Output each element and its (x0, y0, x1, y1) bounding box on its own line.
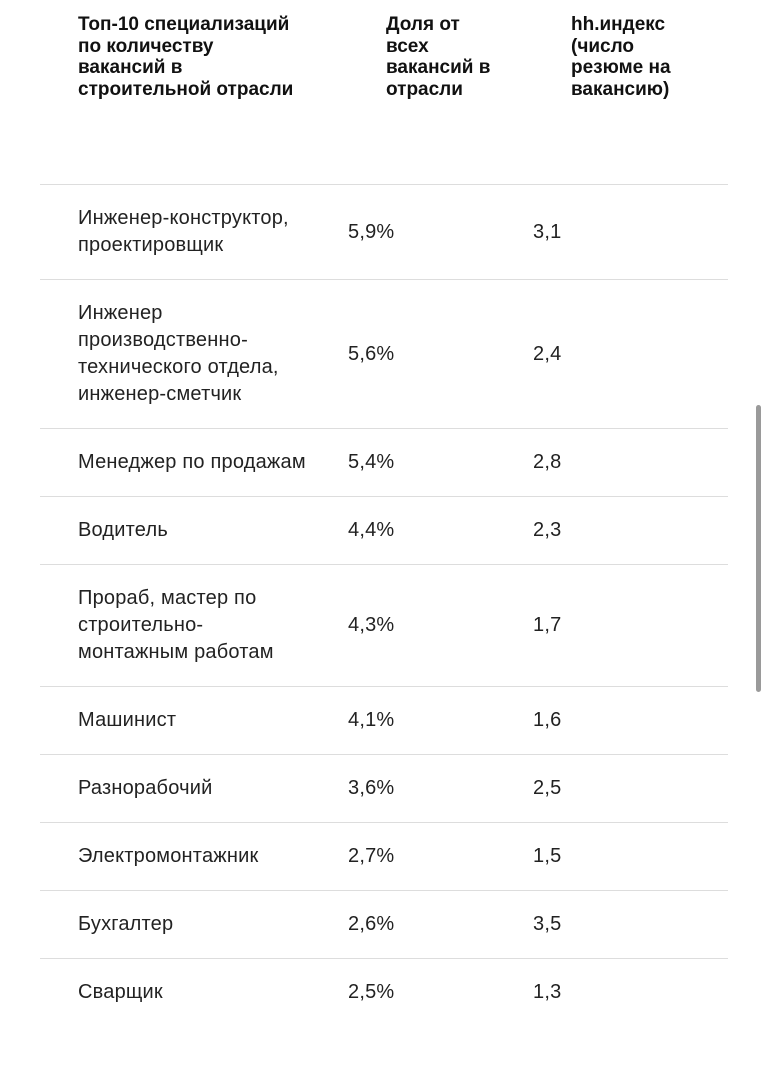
table-row: Разнорабочий 3,6% 2,5 (40, 755, 728, 823)
table-row: Машинист 4,1% 1,6 (40, 687, 728, 755)
table-row: Менеджер по продажам 5,4% 2,8 (40, 429, 728, 497)
header-cell: Доля от всех вакансий в отрасли (386, 14, 491, 100)
header-cell: Топ-10 специализаций по количеству вакан… (78, 14, 294, 100)
table-cell: Сварщик (78, 981, 163, 1003)
scrollbar[interactable] (756, 405, 761, 692)
table-row: Бухгалтер 2,6% 3,5 (40, 891, 728, 959)
table-cell: 1,5 (533, 845, 562, 867)
table-cell: Электромонтажник (78, 845, 259, 867)
table-cell: 4,3% (348, 614, 395, 636)
table-cell: 1,3 (533, 981, 562, 1003)
table-body: Инженер-конструктор, проектировщик 5,9% 3,… (40, 184, 728, 1026)
table-row: Прораб, мастер по строительно-монтажным … (40, 565, 728, 687)
table-row: Инженер производственно-технического отд… (40, 280, 728, 429)
table-row: Водитель 4,4% 2,3 (40, 497, 728, 565)
table-cell: Прораб, мастер по строительно-монтажным … (78, 587, 274, 663)
table-cell: 2,5 (533, 777, 562, 799)
table-cell: 5,6% (348, 342, 395, 365)
table-cell: 3,1 (533, 220, 562, 243)
table-cell: 1,6 (533, 709, 562, 731)
table-cell: 2,7% (348, 845, 395, 867)
table-cell: Машинист (78, 709, 177, 731)
table-cell: Бухгалтер (78, 913, 174, 935)
table-row: Электромонтажник 2,7% 1,5 (40, 823, 728, 891)
table-cell: Инженер производственно-технического отд… (78, 302, 279, 405)
table-row: Сварщик 2,5% 1,3 (40, 959, 728, 1026)
table-cell: Инженер-конструктор, проектировщик (78, 207, 289, 256)
table-cell: 2,5% (348, 981, 395, 1003)
table-cell: 1,7 (533, 614, 562, 636)
table-cell: 3,5 (533, 913, 562, 935)
table-cell: 3,6% (348, 777, 395, 799)
table-cell: 2,8 (533, 451, 562, 473)
table-cell: 5,9% (348, 220, 395, 243)
table-cell: 2,6% (348, 913, 395, 935)
table-cell: 5,4% (348, 451, 395, 473)
table-cell: 2,4 (533, 342, 562, 365)
table-row: Инженер-конструктор, проектировщик 5,9% 3,… (40, 185, 728, 280)
header-cell: hh.индекс (число резюме на вакансию) (571, 14, 671, 100)
table-cell: Разнорабочий (78, 777, 213, 799)
table-cell: 4,1% (348, 709, 395, 731)
table-cell: Менеджер по продажам (78, 451, 306, 473)
table-cell: 2,3 (533, 519, 562, 541)
table-cell: 4,4% (348, 519, 395, 541)
table-cell: Водитель (78, 519, 168, 541)
table-header: Топ-10 специализаций по количеству вакан… (0, 0, 768, 184)
